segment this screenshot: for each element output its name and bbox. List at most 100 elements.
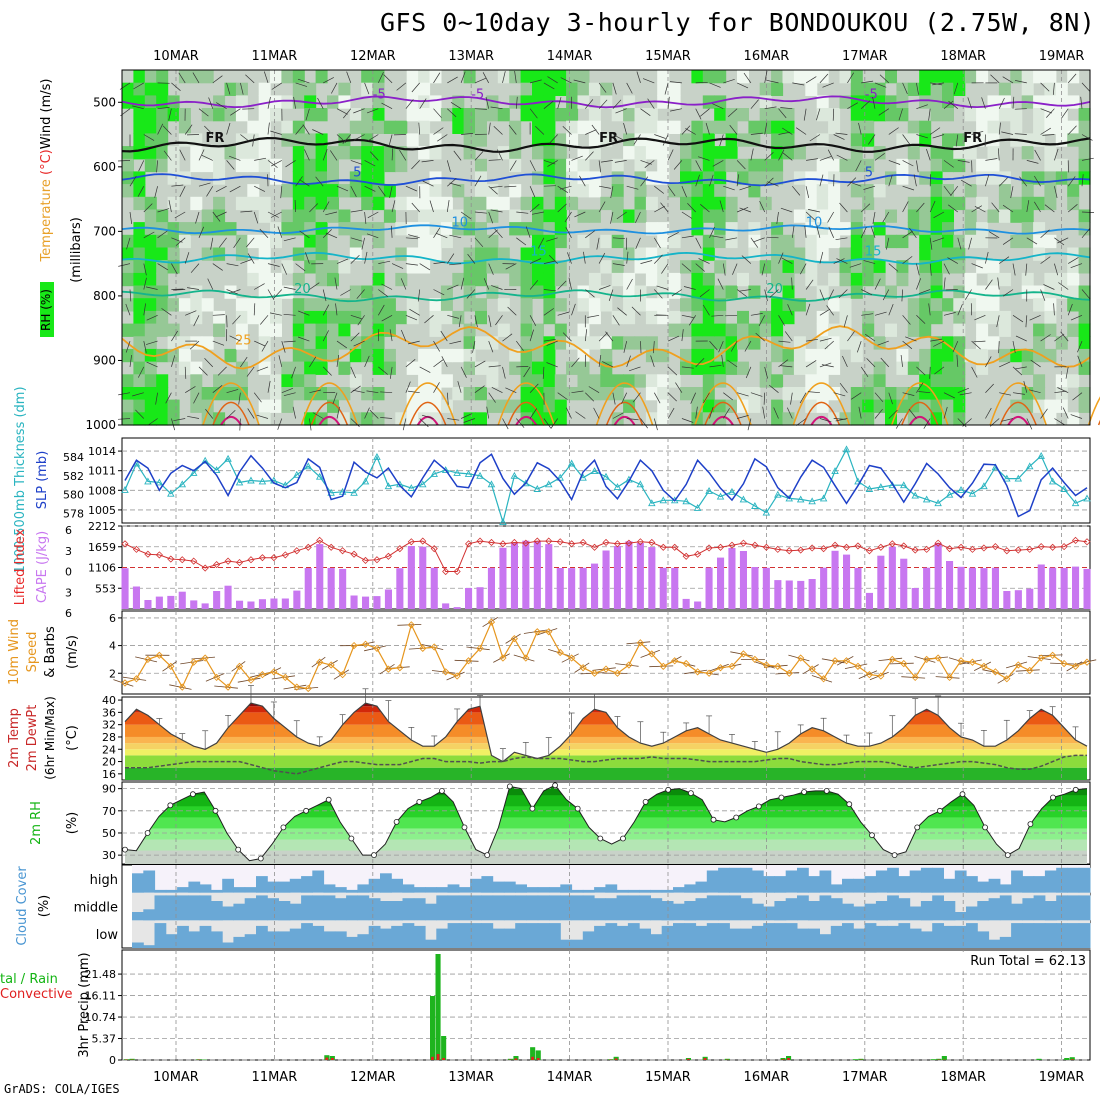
rh-cell <box>816 387 829 401</box>
tick-label: 50 <box>102 827 116 840</box>
wind-barb <box>446 200 450 213</box>
rh-cell <box>520 82 533 96</box>
rh-cell <box>327 184 339 198</box>
wind-speed-line <box>124 620 1088 690</box>
rh-cell <box>156 348 169 363</box>
rh-cell <box>976 336 989 350</box>
rh-cell <box>850 234 863 249</box>
cloud-cell-middle <box>199 895 212 921</box>
cloud-cell-low <box>605 923 618 948</box>
rh-cell <box>771 158 784 173</box>
wind-barb <box>1067 125 1077 135</box>
date-label-top: 11MAR <box>252 49 298 64</box>
rh-cell <box>144 260 157 274</box>
cloud-cell-high <box>233 887 246 893</box>
rh-cell <box>942 209 954 223</box>
rh-cell <box>862 260 875 274</box>
wind-barb <box>295 82 308 87</box>
wind-barb <box>530 79 542 84</box>
rh-cell <box>418 222 431 236</box>
wind-barb <box>1040 334 1051 342</box>
rh-cell <box>554 412 567 426</box>
rh-cell <box>440 310 453 325</box>
rh-cell <box>361 285 374 299</box>
rh-cell <box>805 348 818 363</box>
wind-barb <box>872 96 876 109</box>
wind-barb <box>943 312 956 316</box>
cloud-cell-high <box>334 887 347 893</box>
wind-barb <box>543 100 554 109</box>
wind-barb <box>808 209 820 213</box>
wind-barb <box>631 306 641 316</box>
rh-cell <box>976 310 989 325</box>
rh-cell <box>805 387 818 401</box>
wind-barb <box>598 82 607 93</box>
wind-barb <box>786 407 793 419</box>
wind-barb <box>988 231 1000 239</box>
tick-label: 70 <box>102 805 116 818</box>
rh-cell <box>885 95 897 109</box>
wind-barb <box>1067 204 1078 213</box>
wind-barb <box>640 341 642 354</box>
rh-cell <box>144 298 157 312</box>
wind-barb <box>695 174 700 187</box>
temp-contour-warm <box>300 382 359 426</box>
wind-barb <box>245 74 255 84</box>
wind-speed-point <box>602 665 610 673</box>
rh-cell <box>1010 108 1023 122</box>
rh-point <box>642 799 649 805</box>
wind-barb <box>259 228 269 239</box>
rh-cell <box>372 348 385 363</box>
rh-cell <box>178 171 191 185</box>
wind-speed-point <box>167 662 175 670</box>
wind-barb <box>599 185 611 189</box>
wind-speed-point <box>545 628 553 636</box>
rh-cell <box>577 323 590 337</box>
cloud-cell-high <box>627 889 640 893</box>
rh-cell <box>543 399 556 413</box>
axis-label-part: 3hr Precip (mm) <box>77 952 92 1057</box>
rh-cell <box>634 120 647 134</box>
li-point <box>1083 538 1091 546</box>
rh-cell <box>702 234 715 249</box>
rh-cell <box>338 184 351 198</box>
thickness-point <box>441 466 450 474</box>
rh-cell <box>588 133 601 147</box>
wind-barb-10m <box>466 646 490 651</box>
wind-barb <box>650 355 655 368</box>
cloud-cell-low <box>999 936 1012 948</box>
wind-barb <box>157 263 169 271</box>
rh-cell <box>850 95 863 109</box>
axis-label-part: Lifted Index <box>13 528 28 605</box>
rh-cell <box>725 146 738 160</box>
wind-barb <box>929 366 931 379</box>
li-point <box>293 547 301 555</box>
wind-barb <box>297 336 310 342</box>
temp-contour <box>121 173 1091 187</box>
rh-cell <box>657 120 670 134</box>
wind-barb <box>226 409 236 419</box>
rh-cell <box>862 82 875 96</box>
wind-barb <box>411 82 420 93</box>
wind-barb-10m <box>788 654 810 662</box>
cloud-cell-high <box>887 867 899 893</box>
rh-cell <box>964 184 977 198</box>
rh-cell <box>976 196 989 211</box>
wind-barb <box>529 280 539 290</box>
temp-contour-hot <box>704 401 742 426</box>
temp-band <box>125 703 1087 707</box>
rh-cell <box>668 310 681 325</box>
rh-cell <box>793 70 806 84</box>
cape-bar <box>946 561 954 609</box>
wind-barb-10m <box>113 679 134 687</box>
rh-cell <box>828 412 841 426</box>
wind-barb <box>709 340 718 351</box>
wind-barb <box>670 108 682 112</box>
thickness-point <box>842 445 851 453</box>
rh-cell <box>782 146 795 160</box>
cloud-cell-high <box>864 876 877 893</box>
precip-total-bar <box>129 1058 135 1060</box>
wind-barb <box>664 82 669 95</box>
cloud-cell-high <box>571 889 584 893</box>
rh-cell <box>213 196 226 211</box>
